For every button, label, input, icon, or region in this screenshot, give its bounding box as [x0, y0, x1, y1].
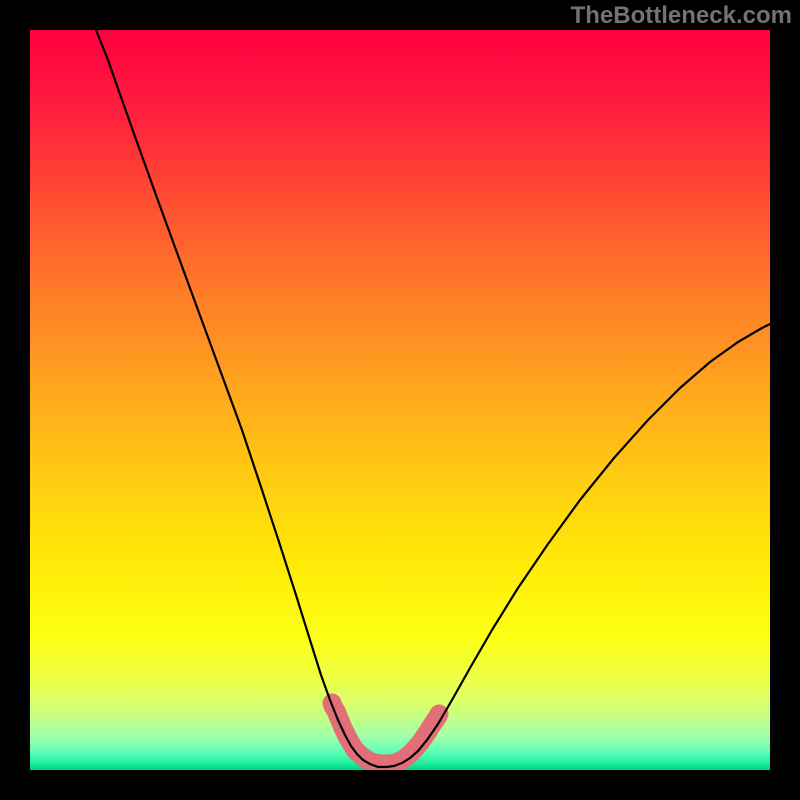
gradient-panel [30, 30, 770, 770]
watermark-text: TheBottleneck.com [571, 2, 792, 30]
bottleneck-chart [0, 0, 800, 800]
chart-container: TheBottleneck.com [0, 0, 800, 800]
